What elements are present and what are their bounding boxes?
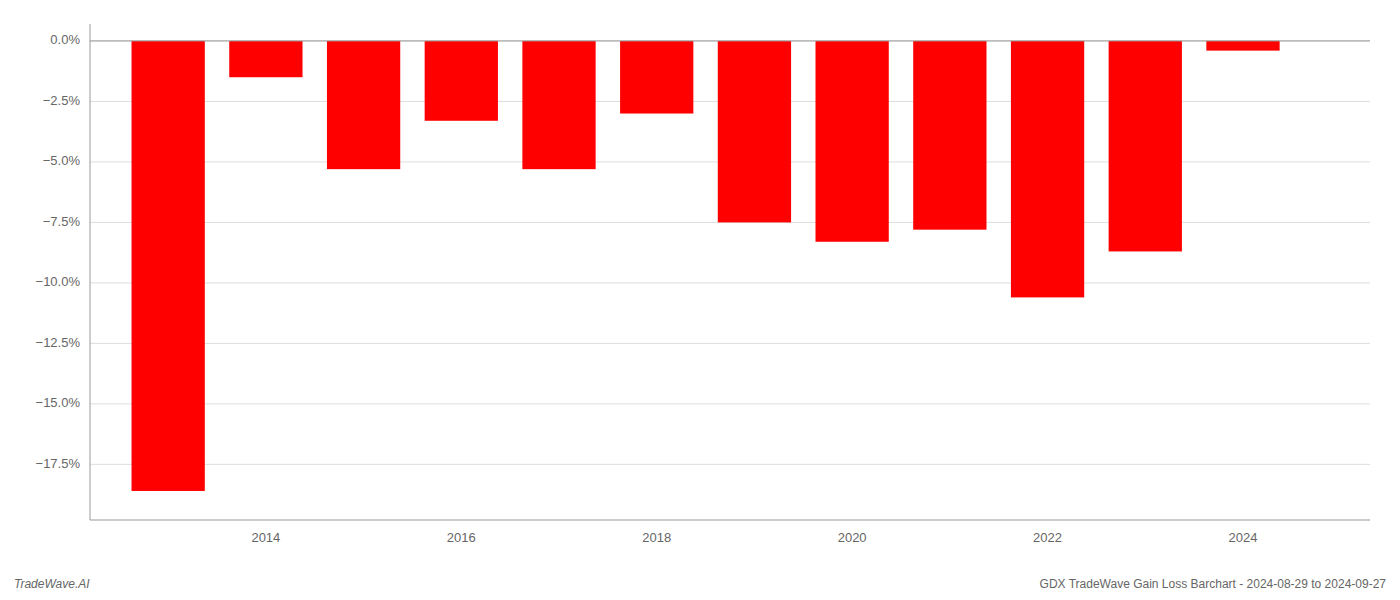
- bar: [132, 41, 205, 491]
- x-tick-label: 2014: [251, 530, 280, 545]
- x-tick-label: 2024: [1229, 530, 1258, 545]
- y-tick-label: −10.0%: [36, 274, 81, 289]
- y-axis: 0.0% −2.5% −5.0% −7.5% −10.0% −12.5% −15.0% −17…: [36, 32, 81, 470]
- y-tick-label: −7.5%: [43, 214, 81, 229]
- bars: [132, 41, 1280, 491]
- bar: [1206, 41, 1279, 51]
- y-tick-label: −17.5%: [36, 456, 81, 471]
- x-tick-label: 2022: [1033, 530, 1062, 545]
- grid: [90, 41, 1370, 464]
- chart: 0.0% −2.5% −5.0% −7.5% −10.0% −12.5% −15.0% −17…: [0, 0, 1400, 600]
- bar: [1011, 41, 1084, 297]
- footer-right: GDX TradeWave Gain Loss Barchart - 2024-…: [1040, 577, 1387, 591]
- grid-line: [90, 403, 1370, 404]
- grid-line: [90, 343, 1370, 344]
- y-tick-label: −12.5%: [36, 335, 81, 350]
- bar: [815, 41, 888, 242]
- bar: [522, 41, 595, 169]
- grid-line: [90, 282, 1370, 283]
- x-tick-label: 2016: [447, 530, 476, 545]
- bar: [718, 41, 791, 222]
- bar: [229, 41, 302, 77]
- bar: [327, 41, 400, 169]
- y-tick-label: −15.0%: [36, 395, 81, 410]
- y-axis-line: [90, 24, 91, 520]
- y-tick-label: −2.5%: [43, 93, 81, 108]
- grid-line: [90, 40, 1370, 41]
- bar: [620, 41, 693, 114]
- footer-left: TradeWave.AI: [14, 577, 90, 591]
- y-tick-label: 0.0%: [50, 32, 80, 47]
- bar: [425, 41, 498, 121]
- bar: [1109, 41, 1182, 251]
- y-tick-label: −5.0%: [43, 153, 81, 168]
- zero-line: [90, 40, 1370, 41]
- bar: [913, 41, 986, 230]
- x-axis-line: [90, 520, 1370, 521]
- chart-container: 0.0% −2.5% −5.0% −7.5% −10.0% −12.5% −15.0% −17…: [0, 0, 1400, 600]
- x-axis: 2014 2016 2018 2020 2022 2024: [251, 530, 1257, 545]
- grid-line: [90, 464, 1370, 465]
- x-tick-label: 2018: [642, 530, 671, 545]
- x-tick-label: 2020: [838, 530, 867, 545]
